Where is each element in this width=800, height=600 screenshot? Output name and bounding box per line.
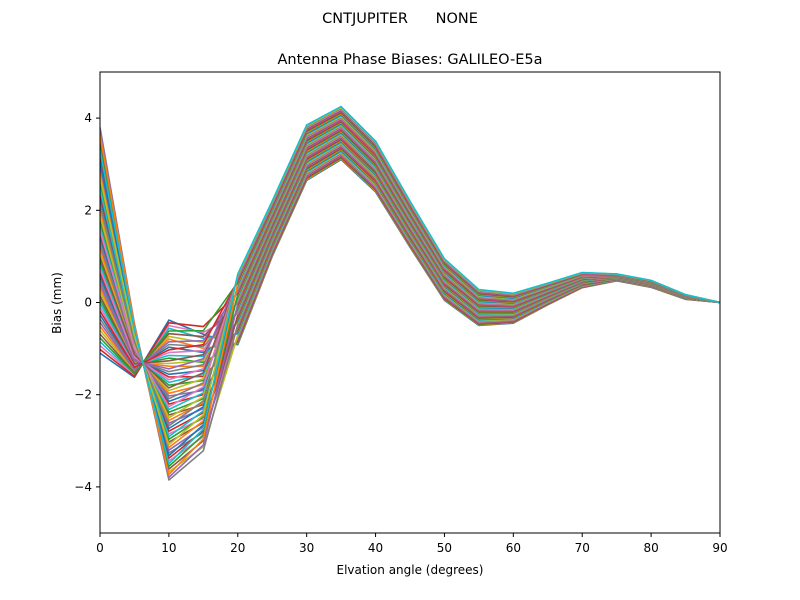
y-tick-label: −2: [74, 388, 92, 402]
x-tick-label: 30: [299, 541, 314, 555]
x-tick-label: 10: [161, 541, 176, 555]
y-tick-label: 2: [84, 203, 92, 217]
x-tick-label: 60: [506, 541, 521, 555]
y-axis-ticks: −4 −2 0 2 4: [74, 111, 100, 494]
x-tick-label: 20: [230, 541, 245, 555]
x-axis-ticks: 0 10 20 30 40 50 60 70 80 90: [96, 533, 728, 555]
y-axis-label: Bias (mm): [50, 272, 64, 334]
y-tick-label: 4: [84, 111, 92, 125]
y-tick-label: −4: [74, 480, 92, 494]
y-tick-label: 0: [84, 296, 92, 310]
x-tick-label: 90: [712, 541, 727, 555]
chart-title: Antenna Phase Biases: GALILEO-E5a: [278, 52, 543, 68]
x-tick-label: 70: [575, 541, 590, 555]
figure-suptitle: CNTJUPITER NONE: [322, 11, 478, 27]
series-line: [100, 105, 720, 465]
plot-lines: [100, 105, 720, 481]
x-tick-label: 50: [437, 541, 452, 555]
x-tick-label: 40: [368, 541, 383, 555]
x-tick-label: 80: [643, 541, 658, 555]
x-tick-label: 0: [96, 541, 104, 555]
x-axis-label: Elvation angle (degrees): [337, 563, 484, 577]
